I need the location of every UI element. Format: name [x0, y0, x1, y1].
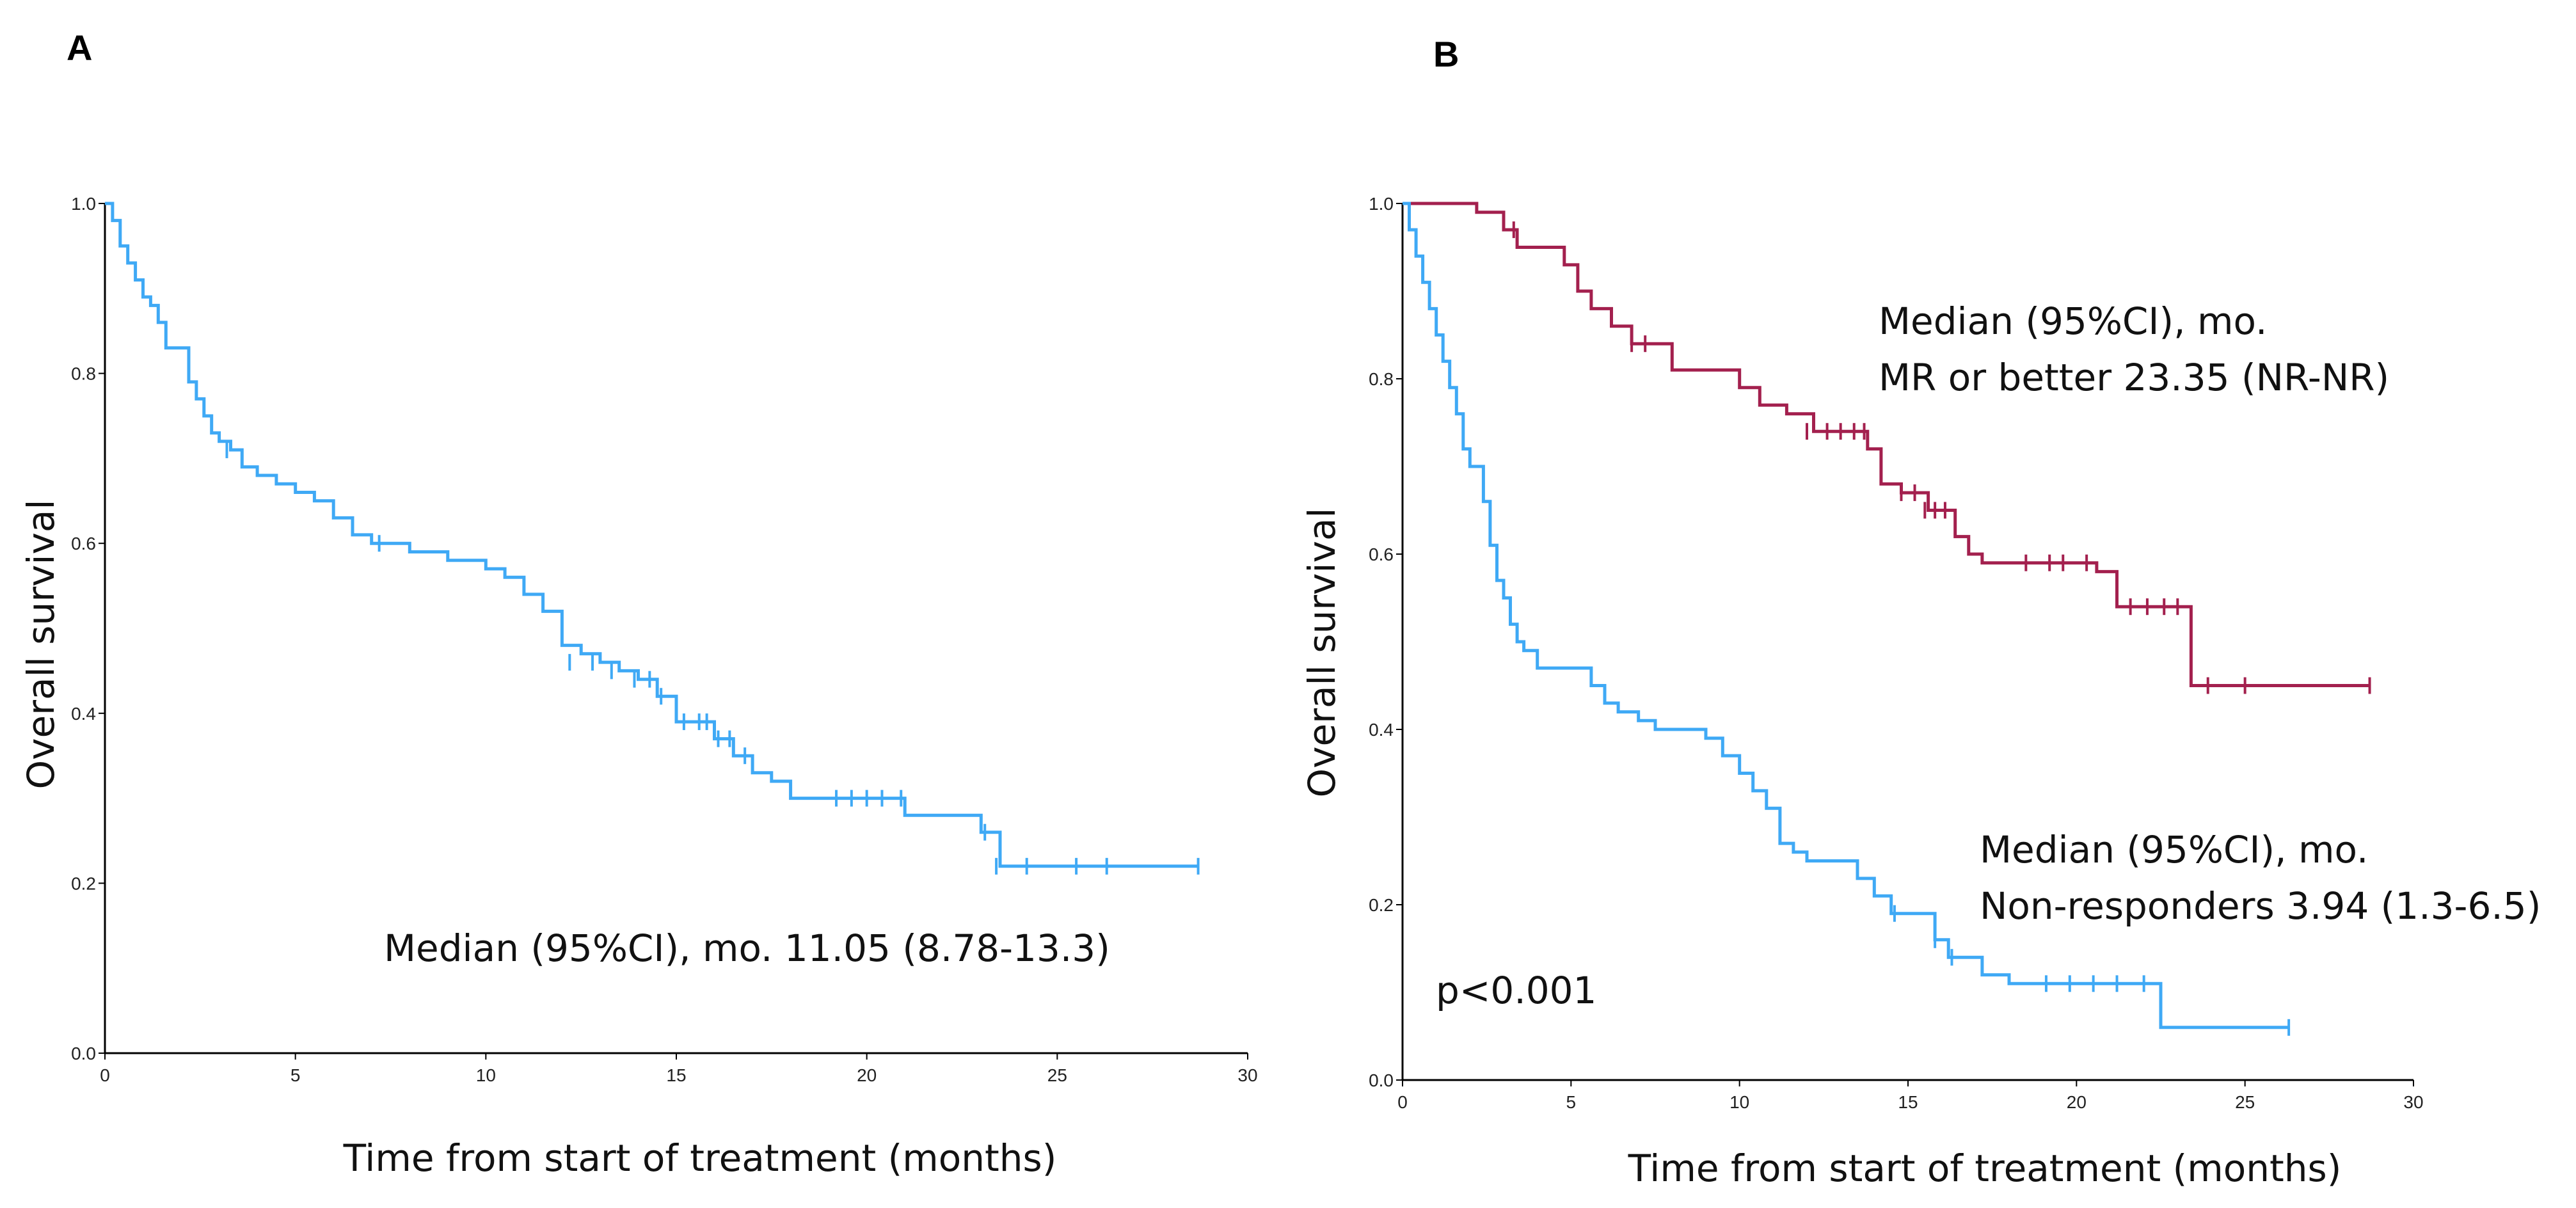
- panel-a-y-tick-label: 0.4: [71, 704, 96, 724]
- panel-b-x-tick-label: 25: [2235, 1092, 2255, 1112]
- panel-a-all-patients-survival-curve: [105, 202, 1198, 868]
- panel-b-x-label: Time from start of treatment (months): [1628, 1147, 2342, 1190]
- panel-a-x-tick-label: 20: [857, 1065, 877, 1085]
- panel-a-x-label: Time from start of treatment (months): [343, 1136, 1057, 1180]
- panel-b-y-tick-label: 0.0: [1369, 1070, 1394, 1090]
- panel-a-x-tick-label: 10: [476, 1065, 496, 1085]
- panel-b-nr-median-heading: Median (95%CI), mo.: [1980, 828, 2368, 871]
- panel-a-y-tick-label: 0.0: [71, 1044, 96, 1063]
- panel-b-y-tick-label: 0.2: [1369, 895, 1394, 915]
- panel-b-y-tick-label: 0.6: [1369, 544, 1394, 564]
- panel-b-x-tick-label: 10: [1729, 1092, 1749, 1112]
- panel-b-x-tick-label: 30: [2403, 1092, 2423, 1112]
- panel-b-y-tick-label: 1.0: [1369, 194, 1394, 214]
- panel-a-x-tick-label: 25: [1047, 1065, 1067, 1085]
- panel-a-y-tick-label: 0.2: [71, 873, 96, 893]
- panel-a-x-tick-label: 30: [1237, 1065, 1257, 1085]
- panel-a-axes: [104, 203, 1248, 1054]
- panel-b-y-label: Overall survival: [1300, 508, 1344, 798]
- panel-a-x-tick-label: 0: [100, 1065, 110, 1085]
- panel-a-y-tick-label: 1.0: [71, 194, 96, 214]
- panel-a-median-annotation: Median (95%CI), mo. 11.05 (8.78-13.3): [384, 926, 1110, 970]
- panel-a-y-label: Overall survival: [19, 500, 63, 790]
- panel-a-y-tick-label: 0.8: [71, 364, 96, 384]
- panel-b-p-value: p<0.001: [1436, 969, 1596, 1012]
- panel-b-x-tick-label: 15: [1898, 1092, 1918, 1112]
- panel-a-x-tick-label: 5: [290, 1065, 301, 1085]
- panel-b-mr-median-heading: Median (95%CI), mo.: [1879, 299, 2267, 343]
- panel-b-x-tick-label: 0: [1397, 1092, 1408, 1112]
- panel-b-x-tick-label: 20: [2067, 1092, 2087, 1112]
- panel-b-mr-median-value: MR or better 23.35 (NR-NR): [1879, 356, 2389, 399]
- panel-a-x-tick-label: 15: [666, 1065, 686, 1085]
- panel-b: B 0 5 10 15 20 25 30 0.0 0.2 0.4 0.6 0.8 1.0 Time fr…: [1300, 34, 2541, 1190]
- panel-a: A 0 5 10 15 20 25 30 0.0 0.2 0.4 0.6 0.8 1.0 Time fr…: [19, 28, 1258, 1180]
- panel-b-letter: B: [1433, 34, 1459, 74]
- panel-b-y-tick-label: 0.8: [1369, 369, 1394, 389]
- panel-a-letter: A: [67, 28, 92, 68]
- panel-b-x-tick-label: 5: [1566, 1092, 1577, 1112]
- panel-b-ticks: 0 5 10 15 20 25 30 0.0 0.2 0.4 0.6 0.8 1.0: [1369, 194, 2424, 1112]
- panel-b-mr-or-better-survival-curve: [1403, 202, 2370, 687]
- panel-a-series: [105, 202, 1200, 875]
- panel-a-ticks: 0 5 10 15 20 25 30 0.0 0.2 0.4 0.6 0.8 1.0: [71, 194, 1258, 1085]
- panel-a-y-tick-label: 0.6: [71, 534, 96, 553]
- panel-b-series: [1403, 202, 2371, 1036]
- panel-b-non-responders-survival-curve: [1403, 202, 2289, 1029]
- panel-b-nr-median-value: Non-responders 3.94 (1.3-6.5): [1980, 884, 2541, 928]
- panel-b-y-tick-label: 0.4: [1369, 720, 1394, 740]
